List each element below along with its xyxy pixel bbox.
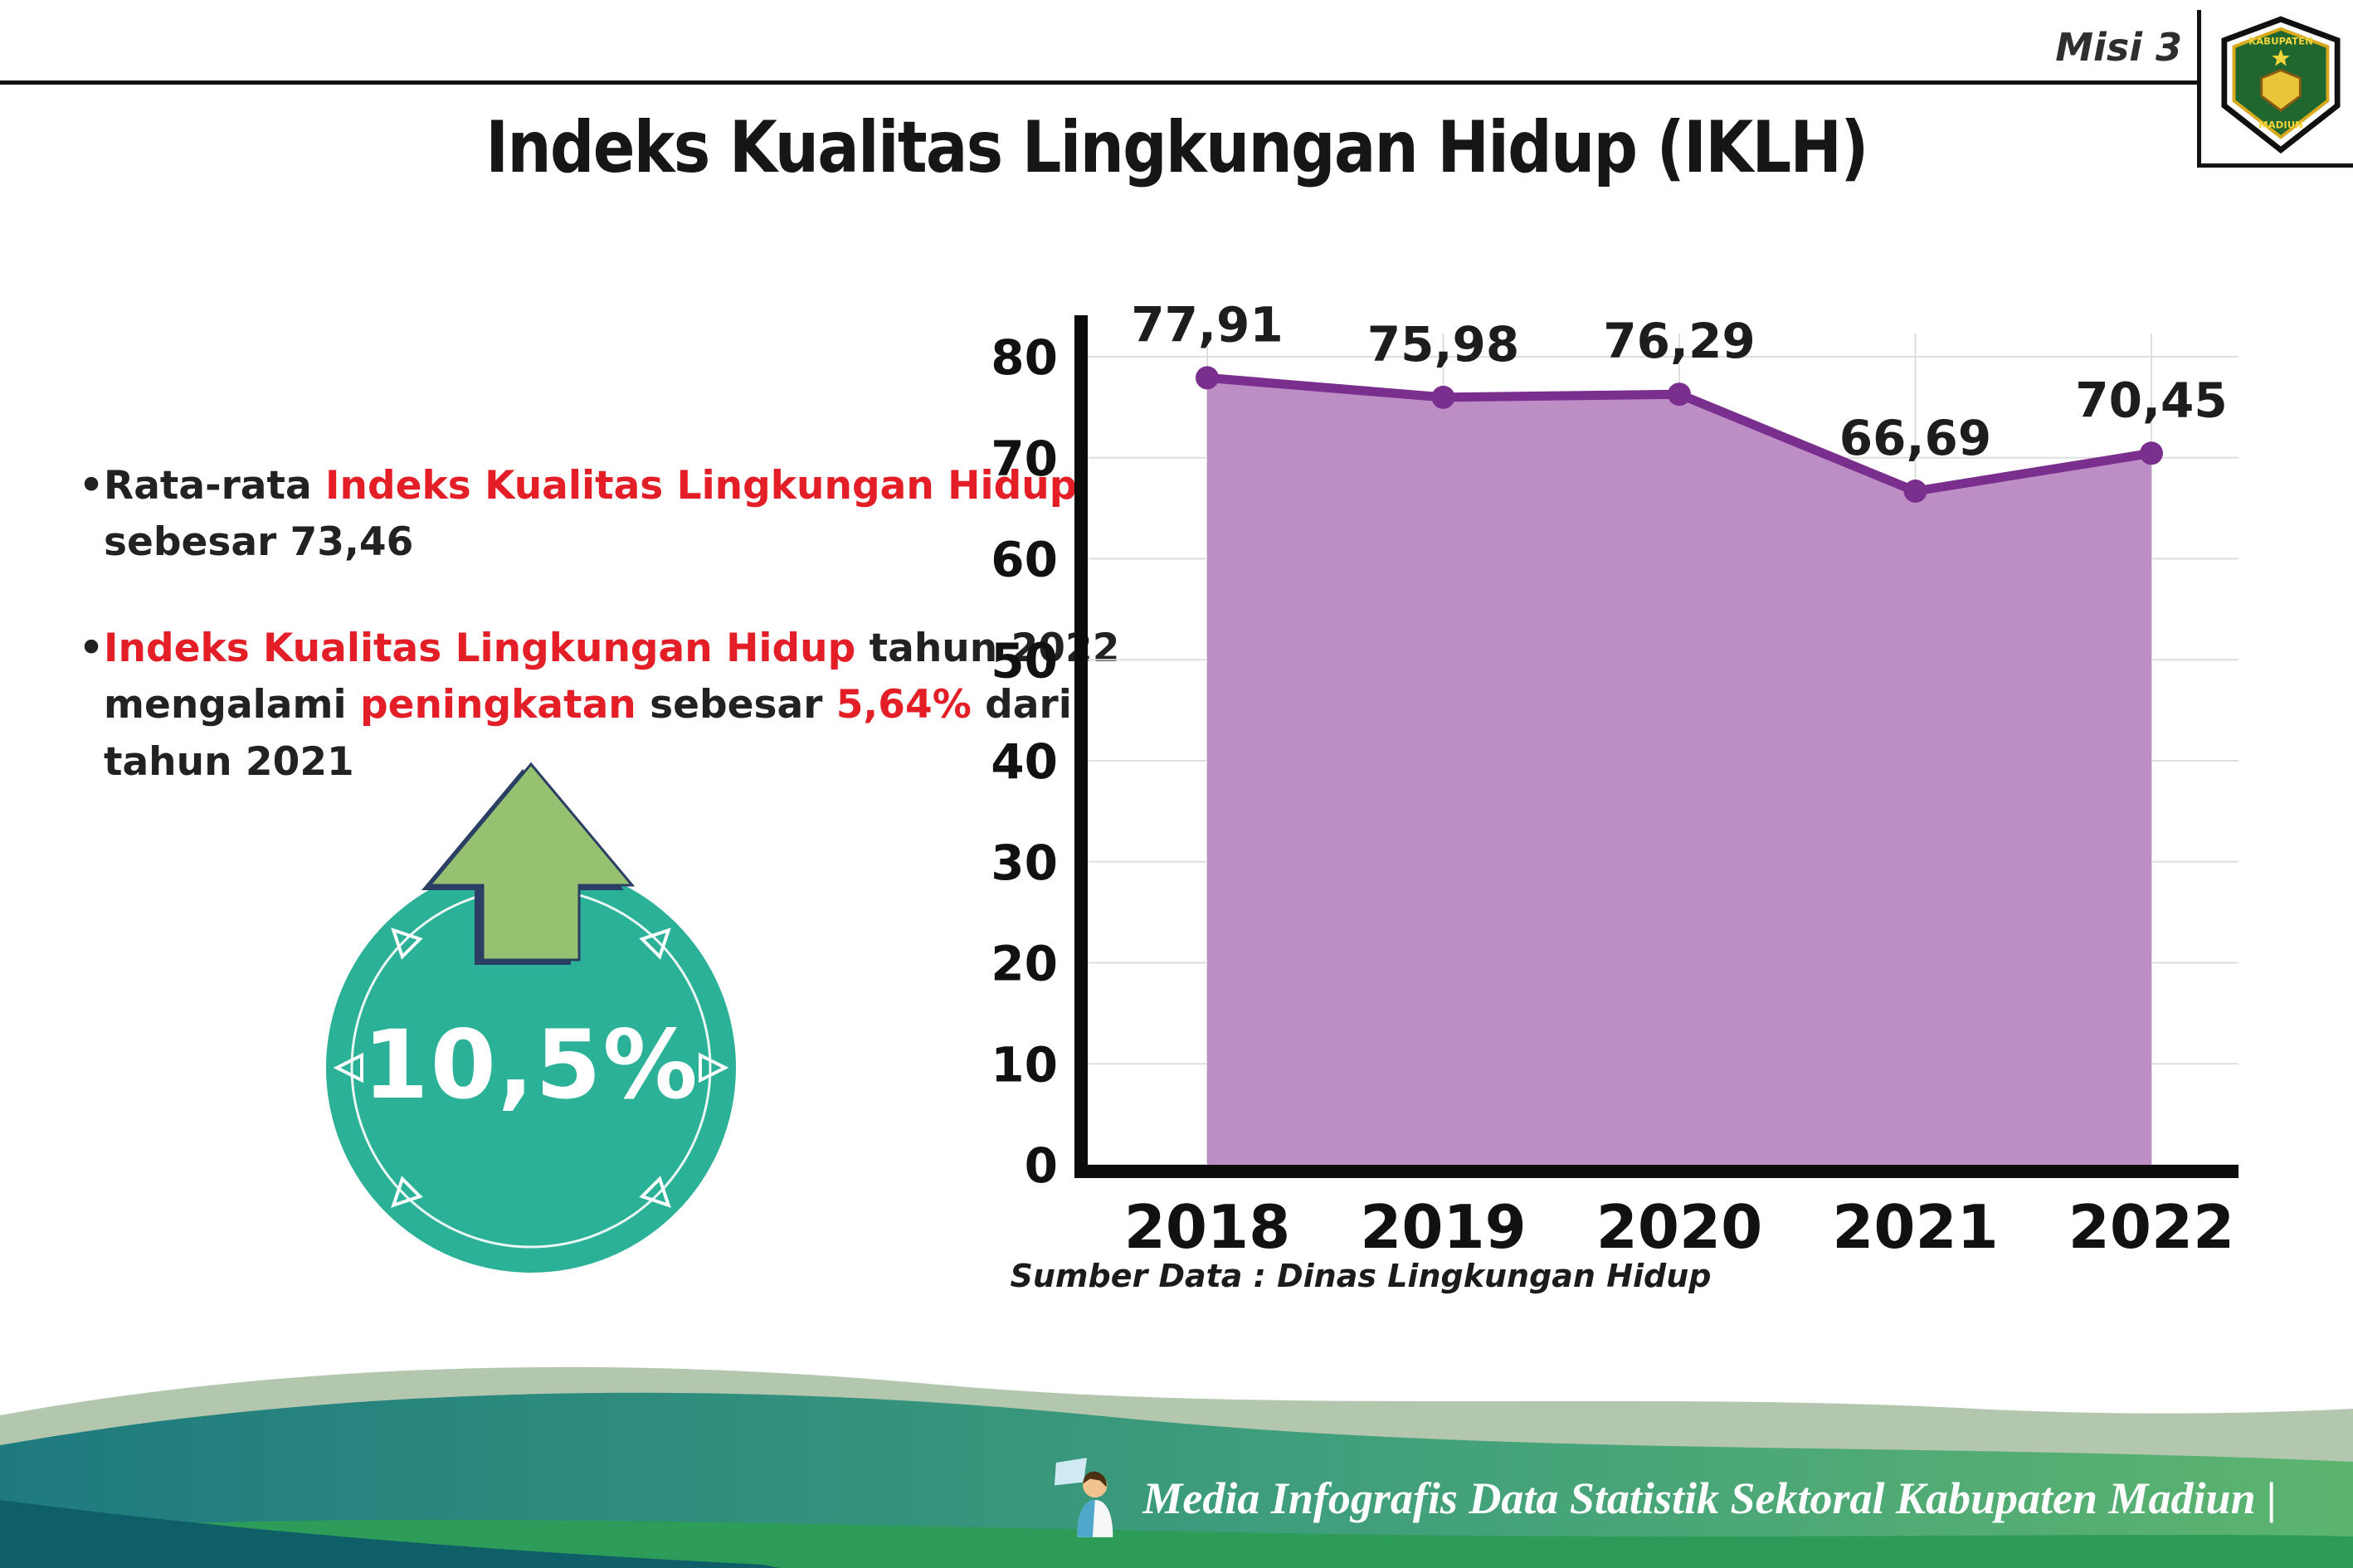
badge-graphic — [326, 762, 736, 1273]
badge-ring-triangles — [333, 928, 729, 1208]
footer-waves — [0, 1366, 2353, 1568]
svg-text:2020: 2020 — [1596, 1192, 1762, 1262]
svg-text:77,91: 77,91 — [1131, 296, 1283, 353]
svg-text:20: 20 — [991, 936, 1058, 992]
increase-badge: 10,5% — [317, 743, 753, 1286]
svg-text:76,29: 76,29 — [1603, 313, 1755, 369]
page-title: Indeks Kualitas Lingkungan Hidup (IKLH) — [485, 106, 1868, 189]
increase-percentage: 10,5% — [363, 1010, 699, 1120]
kabupaten-madiun-logo: KABUPATEN MADIUN — [2221, 16, 2341, 154]
data-source-note: Sumber Data : Dinas Lingkungan Hidup — [1010, 1258, 1712, 1294]
svg-text:70: 70 — [991, 431, 1058, 487]
iklh-area-chart: 0 10 20 30 40 50 60 70 80 2018 2019 2020 2021 2022 77,… — [954, 290, 2290, 1344]
footer-credit-text: Media Infografis Data Statistik Sektoral… — [1142, 1473, 2277, 1523]
svg-text:40: 40 — [991, 733, 1058, 790]
logo-bottom-text: MADIUN — [2258, 119, 2303, 131]
svg-text:2022: 2022 — [2068, 1192, 2234, 1262]
svg-text:50: 50 — [991, 632, 1058, 689]
logo-inner-shield — [2260, 68, 2302, 112]
svg-text:75,98: 75,98 — [1367, 316, 1519, 373]
bullet-text-red: 5,64% — [835, 682, 972, 728]
svg-text:0: 0 — [1025, 1137, 1058, 1194]
svg-text:60: 60 — [991, 532, 1058, 588]
chart-canvas: 0 10 20 30 40 50 60 70 80 2018 2019 2020 2021 2022 77,… — [991, 296, 2239, 1262]
wave-dark-corner — [0, 1500, 780, 1568]
logo-top-text: KABUPATEN — [2248, 35, 2313, 46]
footer-credit: Media Infografis Data Statistik Sektoral… — [1051, 1457, 2277, 1540]
misi-label: Misi 3 — [2055, 25, 2182, 70]
bullet-text-red: Indeks Kualitas Lingkungan Hidup — [104, 626, 856, 672]
svg-text:30: 30 — [991, 835, 1058, 891]
svg-text:2018: 2018 — [1124, 1192, 1290, 1262]
svg-text:2019: 2019 — [1360, 1192, 1526, 1262]
bullet-text-black: dari tahun 2021 — [104, 682, 1072, 785]
header-rule — [0, 80, 2197, 85]
logo-frame-bottom — [2197, 163, 2353, 168]
logo-frame-left — [2197, 10, 2201, 168]
bullet-text-red: peningkatan — [359, 682, 636, 728]
bullet-average-iklh: Rata-rata Indeks Kualitas Lingkungan Hid… — [79, 458, 1141, 571]
svg-text:2021: 2021 — [1832, 1192, 1998, 1262]
logo-star-icon — [2272, 49, 2290, 66]
bullet-text-red: Indeks Kualitas Lingkungan Hidup — [325, 463, 1078, 509]
svg-text:10: 10 — [991, 1036, 1058, 1093]
mascot-icon — [1055, 1458, 1113, 1537]
bullet-text-black: sebesar — [636, 682, 836, 728]
bullet-text-black: sebesar 73,46 — [104, 519, 414, 566]
svg-text:66,69: 66,69 — [1839, 410, 1991, 466]
badge-circle — [326, 863, 736, 1273]
insights-list: Rata-rata Indeks Kualitas Lingkungan Hid… — [79, 458, 1141, 840]
up-arrow-icon — [426, 762, 636, 962]
bullet-text-black: Rata-rata — [104, 463, 326, 509]
svg-text:70,45: 70,45 — [2075, 372, 2227, 428]
svg-text:80: 80 — [991, 329, 1058, 386]
